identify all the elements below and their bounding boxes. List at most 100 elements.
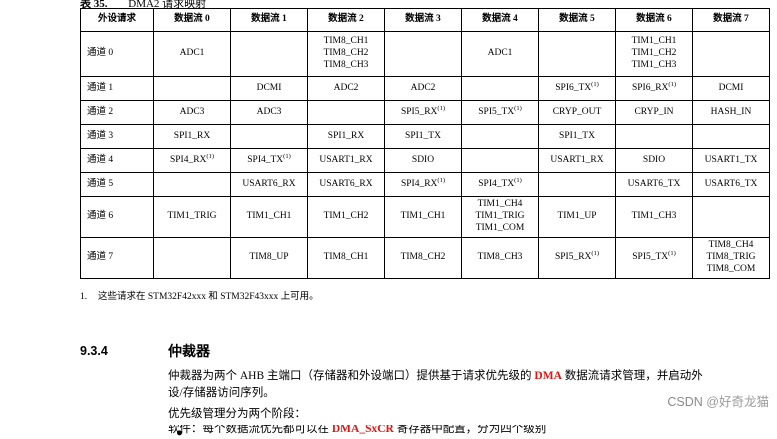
table-cell-line: TIM8_CH3 — [323, 59, 369, 70]
table-cell-line: ADC3 — [256, 106, 282, 117]
table-cell-line: TIM1_CH2 — [631, 48, 677, 59]
table-header-cell: 数据流 7 — [692, 8, 770, 32]
table-cell: SPI6_TX(1) — [538, 76, 616, 101]
table-cell: TIM8_CH4 TIM8_TRIG TIM8_COM — [692, 237, 770, 279]
table-cell — [538, 31, 616, 77]
table-cell-line: USART6_RX — [319, 178, 373, 189]
table-cell — [461, 124, 539, 149]
footnote-text: 这些请求在 STM32F42xxx 和 STM32F43xxx 上可用。 — [98, 292, 319, 302]
table-cell — [615, 124, 693, 149]
table-cell-line: SPI1_TX — [559, 130, 595, 141]
footnote-number: 1. — [80, 292, 88, 302]
table-cell — [461, 76, 539, 101]
section-paragraph-2: 优先级管理分为两个阶段： — [168, 408, 306, 420]
table-cell-line: TIM1_CH3 — [631, 59, 677, 70]
table-cell-line: SPI6_TX(1) — [555, 80, 599, 93]
table-cell-line: ADC3 — [179, 106, 205, 117]
table-row-label: 通道 3 — [80, 124, 154, 149]
table-cell: SDIO — [615, 148, 693, 173]
table-row: 通道 1 DCMI ADC2 ADC2 SPI6_TX(1) SPI6_RX(1) DCMI — [80, 76, 770, 101]
table-cell-line: TIM1_CH1 — [246, 211, 292, 222]
table-cell: TIM1_CH1 — [230, 196, 308, 238]
table-cell: TIM1_CH1 TIM1_CH2 TIM1_CH3 — [615, 31, 693, 77]
table-cell-line: USART6_TX — [627, 178, 681, 189]
paragraph-3-text-a: 软件：每个数据流优先都可以在 — [168, 425, 332, 434]
table-row: 通道 6 TIM1_TRIG TIM1_CH1 TIM1_CH2 TIM1_CH1 TIM… — [80, 196, 770, 238]
table-cell: ADC2 — [384, 76, 462, 101]
table-cell-line: SPI1_TX — [405, 130, 441, 141]
table-cell-line: TIM8_UP — [249, 252, 289, 263]
table-cell-line: SPI5_RX(1) — [554, 249, 600, 263]
table-cell: SPI6_RX(1) — [615, 76, 693, 101]
table-cell-line: SPI5_TX(1) — [632, 249, 676, 263]
table-cell: SPI1_TX — [538, 124, 616, 149]
table-cell: SPI5_RX(1) — [384, 100, 462, 125]
table-cell-line: TIM8_CH4 — [708, 240, 754, 251]
table-cell-line: ADC1 — [179, 48, 205, 59]
table-cell-line: SPI4_TX(1) — [247, 152, 291, 165]
section-paragraph-3: 软件：每个数据流优先都可以在 DMA_SxCR 寄存器中配置，分为四个级别 — [168, 425, 713, 434]
table-row: 通道 3 SPI1_RX SPI1_RX SPI1_TX SPI1_TX — [80, 124, 770, 149]
table-cell — [153, 172, 231, 197]
paragraph-1-highlight: DMA — [534, 370, 562, 382]
bullet-marker: ● — [176, 427, 183, 439]
table-header-cell: 数据流 2 — [307, 8, 385, 32]
table-cell-line: HASH_IN — [710, 106, 752, 117]
table-cell: USART6_TX — [692, 172, 770, 197]
table-cell — [692, 124, 770, 149]
table-cell-line: TIM1_CH1 — [400, 211, 446, 222]
table-cell: CRYP_IN — [615, 100, 693, 125]
table-cell-line: TIM8_CH1 — [323, 252, 369, 263]
table-cell-line: TIM8_CH1 — [323, 36, 369, 47]
table-cell: ADC3 — [153, 100, 231, 125]
table-cell-line: TIM1_COM — [475, 222, 525, 233]
watermark-separator: @ — [702, 395, 719, 409]
section-title: 仲裁器 — [168, 345, 210, 360]
table-cell: SPI4_TX(1) — [230, 148, 308, 173]
paragraph-1-text-a: 仲裁器为两个 AHB 主端口（存储器和外设端口）提供基于请求优先级的 — [168, 370, 535, 382]
table-body: 通道 0 ADC1 TIM8_CH1 TIM8_CH2 TIM8_CH3 ADC1 TIM1… — [80, 31, 770, 279]
table-row: 通道 2 ADC3 ADC3 SPI5_RX(1) SPI5_TX(1) CRYP_OUT… — [80, 100, 770, 125]
table-cell-line: TIM1_CH1 — [631, 36, 677, 47]
table-cell-line: USART1_RX — [319, 154, 373, 165]
table-cell-line: SDIO — [642, 154, 666, 165]
table-cell-line: ADC2 — [333, 82, 359, 93]
table-cell-line: TIM1_TRIG — [475, 211, 525, 222]
table-header-cell: 数据流 6 — [615, 8, 693, 32]
table-cell: TIM8_CH1 TIM8_CH2 TIM8_CH3 — [307, 31, 385, 77]
table-cell: SPI5_TX(1) — [615, 237, 693, 279]
table-cell — [538, 172, 616, 197]
table-cell-line: SPI6_RX(1) — [631, 80, 677, 93]
table-row-label: 通道 0 — [80, 31, 154, 77]
table-cell-line: SPI4_TX(1) — [478, 176, 522, 189]
table-cell-line: CRYP_IN — [634, 106, 674, 117]
table-cell-line: SPI5_TX(1) — [478, 104, 522, 117]
table-header-cell: 数据流 1 — [230, 8, 308, 32]
table-cell: TIM1_CH2 — [307, 196, 385, 238]
table-cell-line: TIM8_CH2 — [323, 48, 369, 59]
table-cell — [153, 237, 231, 279]
table-cell — [230, 124, 308, 149]
table-cell — [692, 196, 770, 238]
table-cell: HASH_IN — [692, 100, 770, 125]
table-cell-line: ADC1 — [487, 48, 513, 59]
table-cell-line: SPI1_RX — [173, 130, 211, 141]
table-cell: SPI5_TX(1) — [461, 100, 539, 125]
table-cell-line: TIM8_COM — [706, 263, 756, 274]
table-cell-line: USART1_RX — [550, 154, 604, 165]
table-cell: TIM1_TRIG — [153, 196, 231, 238]
table-caption-text: DMA2 请求映射 — [128, 0, 207, 9]
table-row: 通道 4 SPI4_RX(1) SPI4_TX(1) USART1_RX SDIO USA… — [80, 148, 770, 173]
table-cell: TIM1_CH3 — [615, 196, 693, 238]
table-header-row: 外设请求 数据流 0 数据流 1 数据流 2 数据流 3 数据流 4 数据流 5… — [80, 8, 770, 32]
table-row-label: 通道 7 — [80, 237, 154, 279]
table-cell-line: TIM8_CH2 — [400, 252, 446, 263]
table-cell: DCMI — [230, 76, 308, 101]
table-header-cell: 数据流 3 — [384, 8, 462, 32]
table-cell: USART1_RX — [538, 148, 616, 173]
table-cell-line: ADC2 — [410, 82, 436, 93]
table-cell: ADC3 — [230, 100, 308, 125]
table-row-label: 通道 1 — [80, 76, 154, 101]
table-row-label: 通道 6 — [80, 196, 154, 238]
table-cell-line: SPI4_RX(1) — [400, 176, 446, 189]
